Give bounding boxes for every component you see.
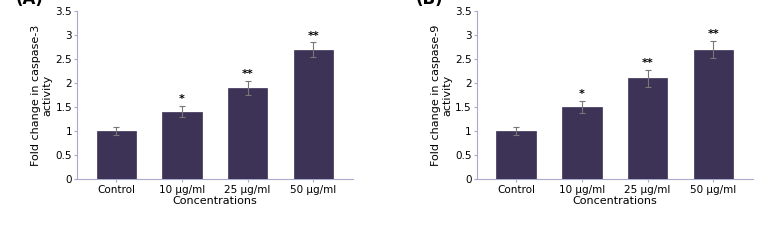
Bar	[694, 50, 733, 179]
X-axis label: Concentrations: Concentrations	[572, 196, 657, 206]
Text: (A): (A)	[16, 0, 44, 8]
Text: *: *	[179, 94, 185, 104]
Y-axis label: Fold change in caspase-3
activity: Fold change in caspase-3 activity	[31, 25, 52, 166]
Text: *: *	[579, 89, 584, 99]
Bar	[628, 78, 667, 179]
Bar	[293, 50, 333, 179]
Text: **: **	[307, 31, 319, 41]
Y-axis label: Fold change in caspase-9
activity: Fold change in caspase-9 activity	[431, 24, 452, 166]
Text: (B): (B)	[416, 0, 444, 8]
Bar	[562, 107, 601, 179]
Bar	[97, 131, 136, 179]
Text: **: **	[242, 69, 253, 79]
Bar	[496, 131, 536, 179]
Bar	[162, 112, 201, 179]
Text: **: **	[642, 58, 654, 68]
Bar	[228, 88, 267, 179]
Text: **: **	[707, 29, 719, 39]
X-axis label: Concentrations: Concentrations	[172, 196, 257, 206]
